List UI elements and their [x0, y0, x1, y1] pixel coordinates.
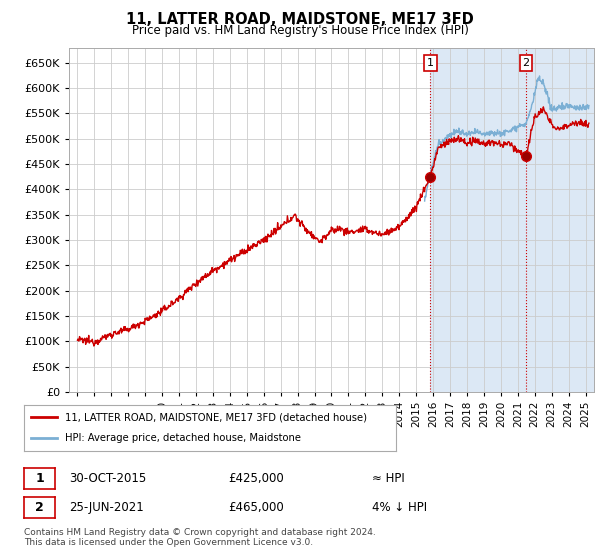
Bar — [430, 48, 594, 392]
Text: 11, LATTER ROAD, MAIDSTONE, ME17 3FD (detached house): 11, LATTER ROAD, MAIDSTONE, ME17 3FD (de… — [65, 412, 367, 422]
Text: £465,000: £465,000 — [228, 501, 284, 515]
Text: HPI: Average price, detached house, Maidstone: HPI: Average price, detached house, Maid… — [65, 433, 301, 444]
Text: 2: 2 — [35, 501, 44, 514]
Text: 11, LATTER ROAD, MAIDSTONE, ME17 3FD: 11, LATTER ROAD, MAIDSTONE, ME17 3FD — [126, 12, 474, 27]
Text: 2: 2 — [523, 58, 529, 68]
Text: 4% ↓ HPI: 4% ↓ HPI — [372, 501, 427, 515]
Text: £425,000: £425,000 — [228, 472, 284, 486]
Text: 1: 1 — [427, 58, 434, 68]
Text: 25-JUN-2021: 25-JUN-2021 — [69, 501, 144, 515]
Text: 1: 1 — [35, 472, 44, 485]
Text: 30-OCT-2015: 30-OCT-2015 — [69, 472, 146, 486]
Text: Price paid vs. HM Land Registry's House Price Index (HPI): Price paid vs. HM Land Registry's House … — [131, 24, 469, 36]
Text: Contains HM Land Registry data © Crown copyright and database right 2024.
This d: Contains HM Land Registry data © Crown c… — [24, 528, 376, 547]
Text: ≈ HPI: ≈ HPI — [372, 472, 405, 486]
